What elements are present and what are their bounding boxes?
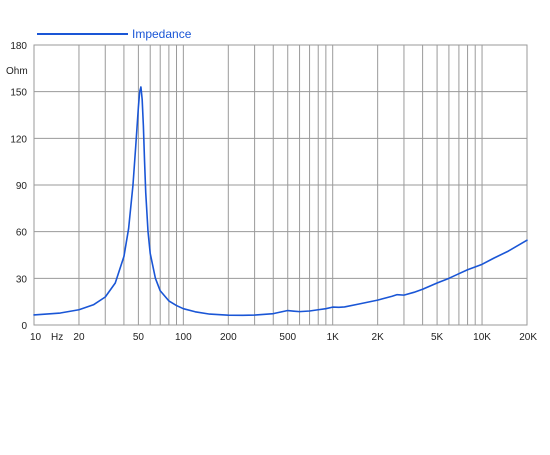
y-tick-label: 180 [10, 41, 27, 52]
x-tick-labels: 10 20 50 100 200 500 1K 2K 5K 10K 20K [30, 332, 537, 343]
x-tick-label: 50 [133, 332, 145, 343]
series-line-impedance [33, 86, 528, 317]
x-tick-label: 20 [73, 332, 85, 343]
x-unit-label: Hz [51, 332, 63, 343]
x-tick-label: 2K [372, 332, 385, 343]
x-tick-label: 20K [519, 332, 537, 343]
legend: Impedance [37, 27, 192, 41]
x-tick-label: 10K [473, 332, 491, 343]
plot-frame [33, 44, 528, 326]
legend-label-impedance: Impedance [132, 27, 192, 41]
y-tick-label: 90 [16, 181, 28, 192]
x-tick-label: 500 [279, 332, 296, 343]
y-unit-label: Ohm [6, 66, 28, 77]
x-tick-label: 10 [30, 332, 42, 343]
y-tick-label: 120 [10, 134, 27, 145]
x-tick-label: 1K [327, 332, 340, 343]
y-tick-labels: 0 30 60 90 120 150 180 [10, 41, 27, 332]
x-tick-label: 5K [431, 332, 444, 343]
y-tick-label: 60 [16, 228, 28, 239]
y-tick-label: 30 [16, 274, 28, 285]
y-tick-label: 0 [21, 321, 27, 332]
x-tick-label: 200 [220, 332, 237, 343]
horizontal-gridlines [34, 91, 527, 279]
x-tick-label: 100 [175, 332, 192, 343]
series-layer [33, 86, 528, 317]
y-tick-label: 150 [10, 88, 27, 99]
